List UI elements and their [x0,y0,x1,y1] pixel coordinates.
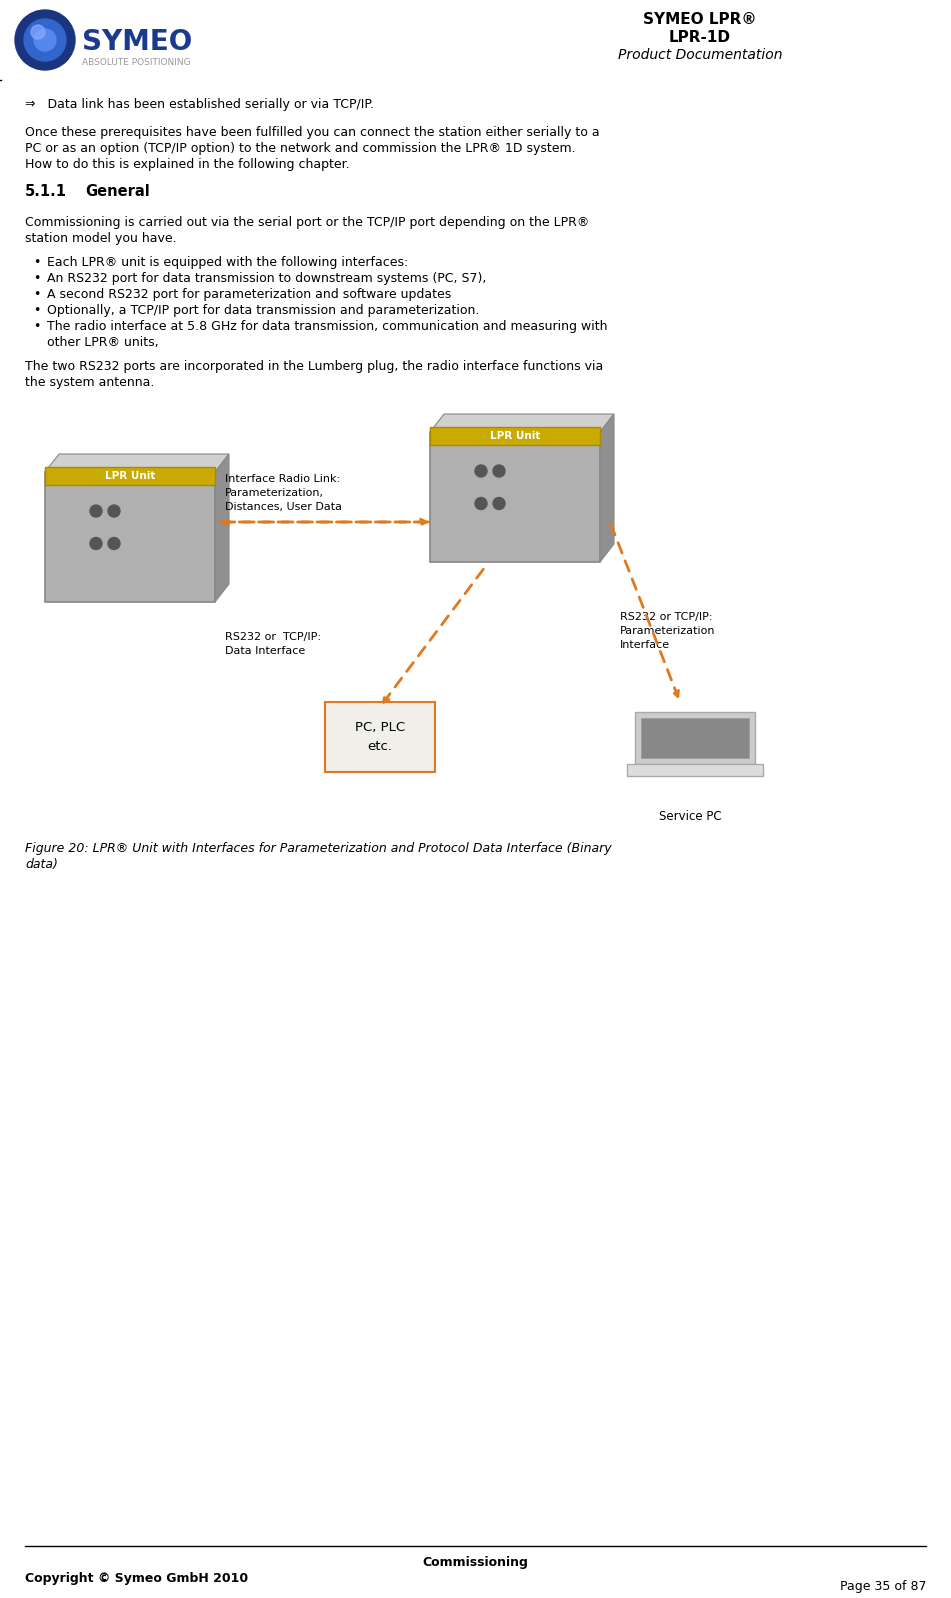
Circle shape [108,505,120,518]
Bar [430,427,600,444]
Text: SYMEO: SYMEO [82,29,192,56]
Text: Copyright © Symeo GmbH 2010: Copyright © Symeo GmbH 2010 [25,1572,248,1585]
Text: RS232 or  TCP/IP:
Data Interface: RS232 or TCP/IP: Data Interface [225,631,321,657]
Bar [641,718,749,757]
Text: An RS232 port for data transmission to downstream systems (PC, S7),: An RS232 port for data transmission to d… [47,272,486,284]
Text: Interface Radio Link:
Parameterization,
Distances, User Data: Interface Radio Link: Parameterization, … [225,475,342,511]
Text: ABSOLUTE POSITIONING: ABSOLUTE POSITIONING [82,58,190,67]
Circle shape [90,537,102,550]
Text: Product Documentation: Product Documentation [618,48,783,62]
Text: LPR Unit: LPR Unit [105,471,155,481]
Text: Each LPR® unit is equipped with the following interfaces:: Each LPR® unit is equipped with the foll… [47,256,408,268]
Text: Commissioning: Commissioning [422,1556,528,1569]
Text: •: • [33,320,40,332]
Text: LPR-1D: LPR-1D [669,30,731,45]
Text: station model you have.: station model you have. [25,232,177,244]
Text: General: General [85,184,149,200]
Circle shape [108,537,120,550]
Text: •: • [33,272,40,284]
Text: data): data) [25,858,58,871]
Text: other LPR® units,: other LPR® units, [47,336,159,348]
Bar [45,471,215,602]
Text: Figure 20: LPR® Unit with Interfaces for Parameterization and Protocol Data Inte: Figure 20: LPR® Unit with Interfaces for… [25,842,611,855]
Text: Service PC: Service PC [659,810,721,823]
Text: SYMEO LPR®: SYMEO LPR® [643,13,757,27]
Text: RS232 or TCP/IP:
Parameterization
Interface: RS232 or TCP/IP: Parameterization Interf… [620,612,715,650]
Bar [45,467,215,486]
Bar [430,431,600,562]
Bar [635,713,755,764]
Text: How to do this is explained in the following chapter.: How to do this is explained in the follo… [25,158,350,171]
Circle shape [475,497,487,510]
Circle shape [34,29,56,51]
Polygon shape [430,414,614,431]
Text: •: • [33,288,40,300]
Text: •: • [33,304,40,316]
Circle shape [31,26,45,38]
Text: The radio interface at 5.8 GHz for data transmission, communication and measurin: The radio interface at 5.8 GHz for data … [47,320,608,332]
Text: PC or as an option (TCP/IP option) to the network and commission the LPR® 1D sys: PC or as an option (TCP/IP option) to th… [25,142,575,155]
Text: 5.1.1: 5.1.1 [25,184,67,200]
Circle shape [24,19,66,61]
Text: the system antenna.: the system antenna. [25,376,154,388]
Circle shape [90,505,102,518]
Polygon shape [215,454,229,602]
Text: Commissioning is carried out via the serial port or the TCP/IP port depending on: Commissioning is carried out via the ser… [25,216,590,229]
Bar [627,764,763,777]
Text: A second RS232 port for parameterization and software updates: A second RS232 port for parameterization… [47,288,452,300]
Text: Once these prerequisites have been fulfilled you can connect the station either : Once these prerequisites have been fulfi… [25,126,600,139]
Polygon shape [45,454,229,471]
Text: ⇒   Data link has been established serially or via TCP/IP.: ⇒ Data link has been established seriall… [25,97,374,110]
Circle shape [493,465,505,476]
Circle shape [475,465,487,476]
Text: The two RS232 ports are incorporated in the Lumberg plug, the radio interface fu: The two RS232 ports are incorporated in … [25,360,603,372]
Bar [325,702,435,772]
Circle shape [15,10,75,70]
Text: LPR Unit: LPR Unit [490,431,540,441]
Polygon shape [600,414,614,562]
Text: •: • [33,256,40,268]
Circle shape [493,497,505,510]
Text: Optionally, a TCP/IP port for data transmission and parameterization.: Optionally, a TCP/IP port for data trans… [47,304,479,316]
Text: Page 35 of 87: Page 35 of 87 [840,1580,926,1593]
Text: PC, PLC
etc.: PC, PLC etc. [355,721,405,753]
